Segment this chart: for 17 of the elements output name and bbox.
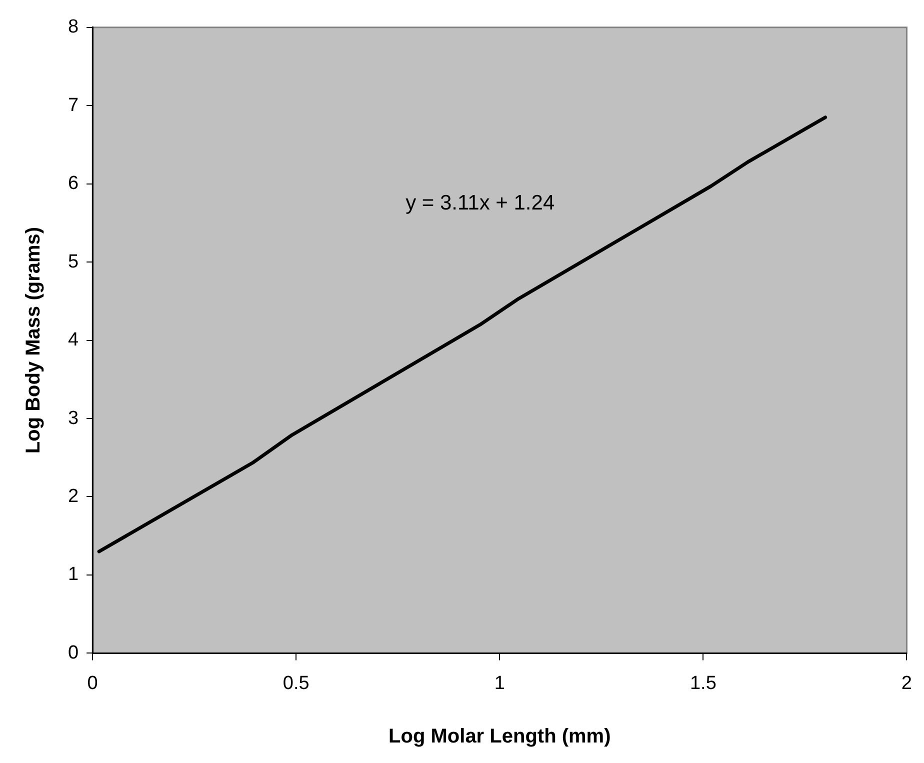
y-axis-title: Log Body Mass (grams) xyxy=(22,226,45,454)
y-tick-label: 6 xyxy=(68,173,79,194)
x-axis-title: Log Molar Length (mm) xyxy=(388,726,611,748)
annotation: y = 3.11x + 1.24 xyxy=(406,192,555,215)
x-tick-label: 0.5 xyxy=(282,672,310,694)
y-tick-label: 0 xyxy=(68,642,79,664)
y-tick-label: 1 xyxy=(68,564,79,586)
y-tick-label: 4 xyxy=(68,330,79,351)
y-tick-label: 2 xyxy=(68,486,79,507)
x-tick-label: 0 xyxy=(87,672,98,694)
y-tick-label: 7 xyxy=(68,94,79,116)
x-tick-label: 2 xyxy=(901,672,912,694)
x-tick-label: 1 xyxy=(494,672,505,694)
y-tick-label: 8 xyxy=(68,16,79,38)
x-tick-label: 1.5 xyxy=(690,672,716,694)
y-tick-label: 3 xyxy=(68,408,79,429)
y-tick-label: 5 xyxy=(68,251,79,272)
